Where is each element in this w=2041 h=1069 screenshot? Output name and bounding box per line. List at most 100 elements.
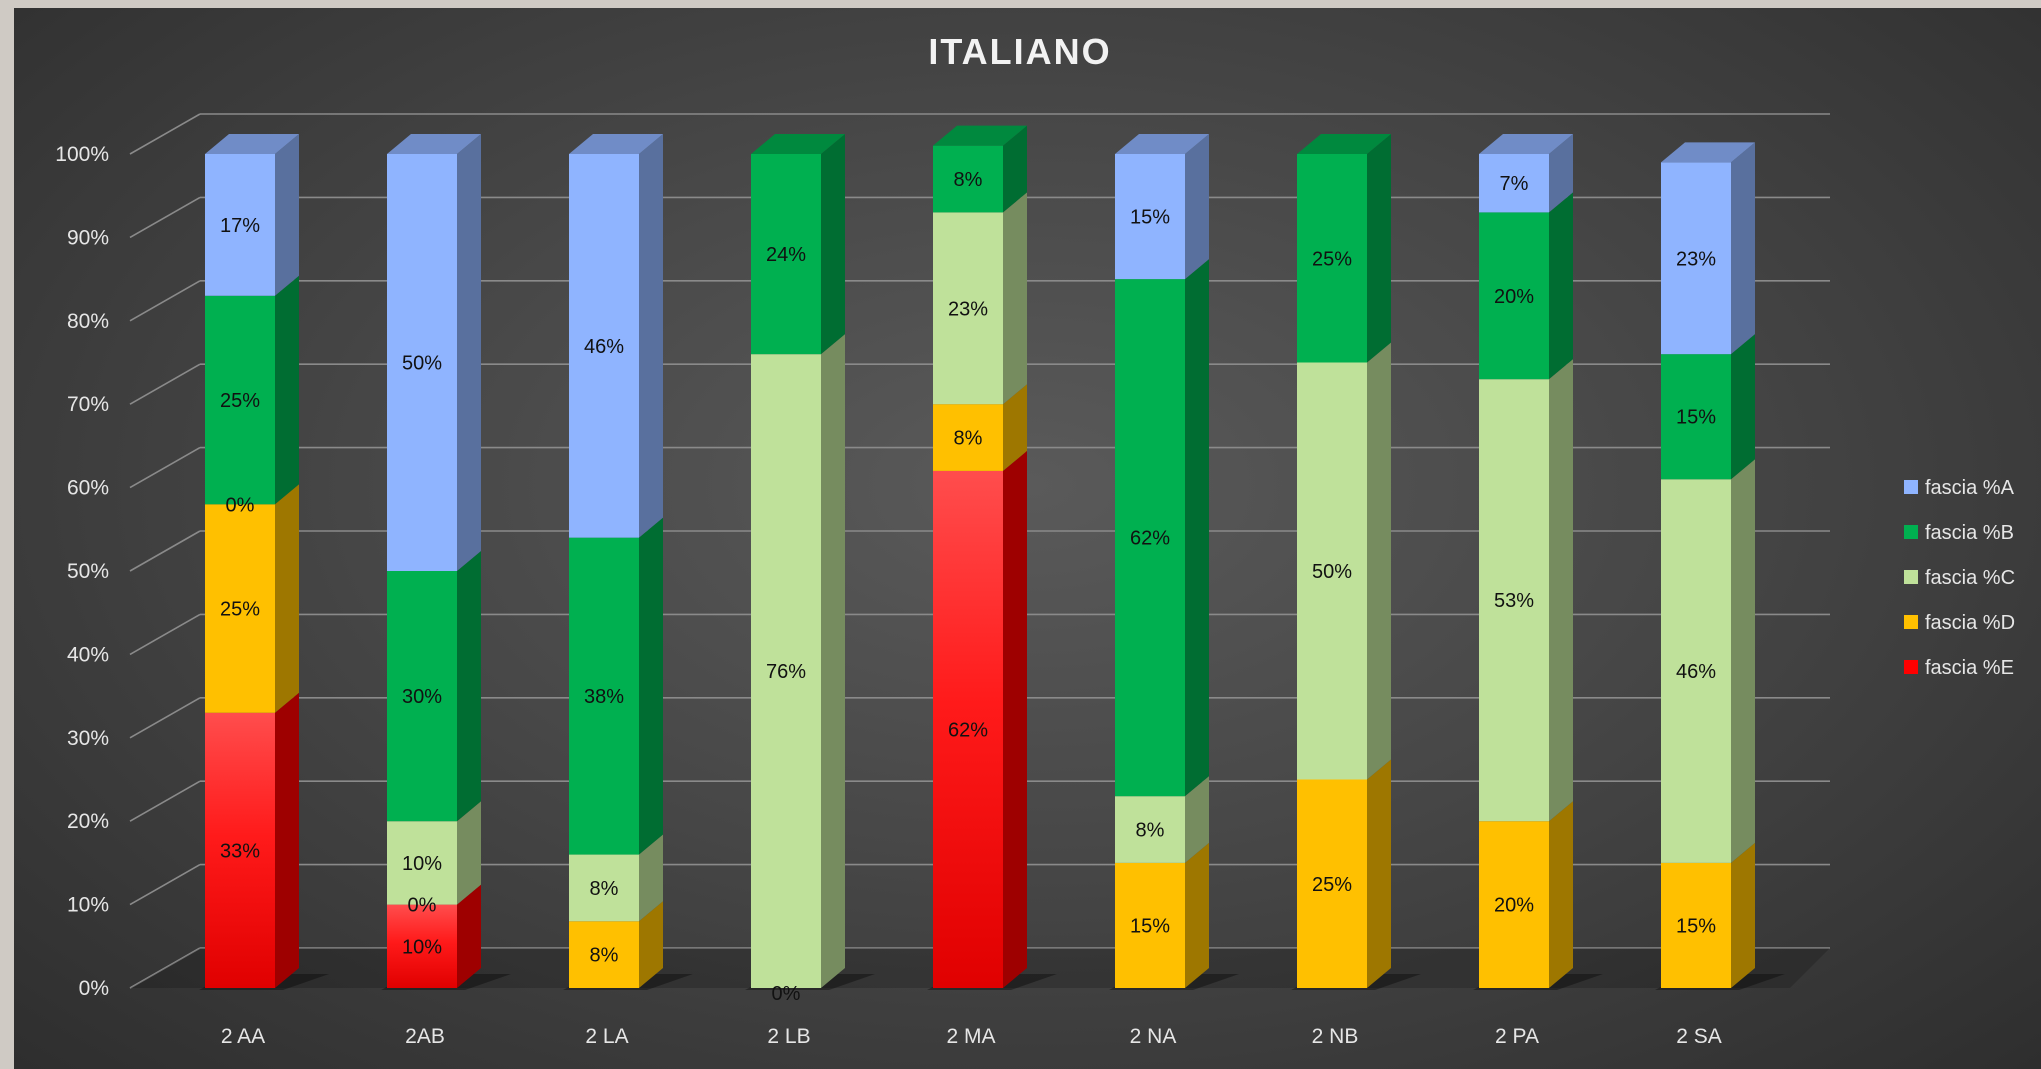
x-tick-label: 2 MA xyxy=(946,1025,995,1048)
bar-2-aa-fascia-b xyxy=(205,295,275,505)
bar-2-aa-fascia-a-side xyxy=(275,134,299,296)
bar-2-nb-fascia-b-top xyxy=(1297,134,1391,154)
data-label: 24% xyxy=(766,244,806,266)
bar-2-sa-fascia-a-top xyxy=(1661,142,1755,163)
data-label: 25% xyxy=(1312,248,1352,270)
bar-2-aa-fascia-e xyxy=(205,712,275,988)
x-tick-label: 2AB xyxy=(405,1025,445,1048)
legend-label: fascia %E xyxy=(1925,657,2014,679)
bar-2-pa-fascia-d xyxy=(1479,821,1549,988)
data-label: 25% xyxy=(1312,874,1352,896)
data-label: 30% xyxy=(402,686,442,708)
bar-2-ma-fascia-e-side xyxy=(1003,450,1027,988)
bar-2-sa-fascia-a xyxy=(1661,162,1731,355)
data-label: 15% xyxy=(1676,915,1716,937)
bar-2-na-fascia-c-side xyxy=(1185,776,1209,863)
bar-stack-2-pa xyxy=(1473,134,1603,990)
data-label: 25% xyxy=(220,390,260,412)
y-tick-label: 40% xyxy=(67,643,109,666)
legend-swatch xyxy=(1904,525,1918,539)
bar-2-pa-fascia-c-side xyxy=(1549,359,1573,822)
bar-2-ma-fascia-d xyxy=(933,404,1003,471)
data-label: 50% xyxy=(1312,561,1352,583)
bar-2-sa-fascia-c-side xyxy=(1731,459,1755,863)
bar-2ab-fascia-c xyxy=(387,821,457,905)
data-label: 8% xyxy=(590,945,619,967)
bar-2-nb-fascia-d-side xyxy=(1367,759,1391,988)
legend-swatch xyxy=(1904,480,1918,494)
data-label: 8% xyxy=(954,428,983,450)
data-label: 62% xyxy=(948,719,988,741)
bar-2-nb-fascia-d xyxy=(1297,779,1367,988)
data-label: 53% xyxy=(1494,590,1534,612)
data-label: 7% xyxy=(1500,173,1529,195)
bar-2-sa-fascia-d-side xyxy=(1731,842,1755,988)
bar-2-na-fascia-b-side xyxy=(1185,259,1209,797)
bar-2-lb-fascia-b-top xyxy=(751,134,845,154)
bar-2-aa-fascia-d xyxy=(205,504,275,713)
data-label: 20% xyxy=(1494,286,1534,308)
data-label: 46% xyxy=(584,336,624,358)
data-label: 10% xyxy=(402,936,442,958)
y-tick-label: 70% xyxy=(67,393,109,416)
bar-2-pa-fascia-b xyxy=(1479,212,1549,380)
data-label: 23% xyxy=(948,298,988,320)
x-tick-label: 2 NA xyxy=(1130,1025,1177,1048)
y-tick-label: 30% xyxy=(67,727,109,750)
bar-2-lb-fascia-c-side xyxy=(821,334,845,988)
bar-2-la-fascia-d xyxy=(569,921,639,988)
bar-2-pa-fascia-d-side xyxy=(1549,801,1573,988)
bar-2-la-fascia-c-side xyxy=(639,834,663,922)
data-label: 15% xyxy=(1676,407,1716,429)
bar-2-la-fascia-c xyxy=(569,854,639,922)
bar-2-nb-fascia-b-side xyxy=(1367,134,1391,363)
bar-2-sa-fascia-a-side xyxy=(1731,142,1755,355)
bar-stack-2-aa xyxy=(199,134,329,990)
data-label: 15% xyxy=(1130,207,1170,229)
bar-2-la-fascia-b-side xyxy=(639,517,663,855)
bar-2-na-fascia-a-top xyxy=(1115,134,1209,154)
bar-2ab-fascia-c-side xyxy=(457,801,481,905)
x-tick-label: 2 LB xyxy=(767,1025,810,1048)
y-tick-label: 80% xyxy=(67,310,109,333)
bar-2-sa-fascia-b-side xyxy=(1731,334,1755,480)
x-axis: 2 AA 2AB 2 LA 2 LB 2 MA 2 NA 2 NB 2 PA 2 SA xyxy=(221,1025,1722,1048)
bar-2-la-fascia-d-side xyxy=(639,901,663,988)
bar-2-la-fascia-a-top xyxy=(569,134,663,154)
legend: fascia %A fascia %B fascia %C fascia %D fasc… xyxy=(1904,477,2015,679)
data-label: 8% xyxy=(954,169,983,191)
x-tick-label: 2 SA xyxy=(1676,1025,1722,1048)
bar-stack-2-nb xyxy=(1291,134,1421,990)
bar-2-pa-fascia-a xyxy=(1479,154,1549,213)
data-label: 62% xyxy=(1130,528,1170,550)
legend-swatch xyxy=(1904,570,1918,584)
bar-stack-2-lb xyxy=(745,134,875,990)
bar-2-ma-fascia-d-side xyxy=(1003,384,1027,471)
bar-2-ma-fascia-c-side xyxy=(1003,192,1027,405)
legend-item-fascia-d: fascia %D xyxy=(1904,612,2015,634)
bar-2-na-fascia-b xyxy=(1115,279,1185,797)
data-label: 0% xyxy=(226,494,255,516)
data-label: 46% xyxy=(1676,661,1716,683)
x-tick-label: 2 AA xyxy=(221,1025,265,1048)
bar-stack-2-ma xyxy=(927,125,1057,990)
bar-2-la-fascia-a-side xyxy=(639,134,663,538)
gridline xyxy=(129,113,1830,155)
y-axis: 0% 10% 20% 30% 40% 50% 60% 70% 80% 90% 100% xyxy=(55,143,109,1000)
bar-2-sa-fascia-b xyxy=(1661,354,1731,480)
chart-svg: ITALIANO 0% 10% 20% 30% 40% 50% 60% 70% 80% 90% 10… xyxy=(55,31,2015,1048)
bar-stack-2-na xyxy=(1109,134,1239,990)
data-label: 10% xyxy=(402,853,442,875)
y-tick-label: 90% xyxy=(67,226,109,249)
bar-2-aa-fascia-a xyxy=(205,154,275,296)
y-tick-label: 50% xyxy=(67,560,109,583)
y-tick-label: 10% xyxy=(67,894,109,917)
x-tick-label: 2 NB xyxy=(1312,1025,1359,1048)
bar-2-pa-fascia-b-side xyxy=(1549,192,1573,380)
data-label: 20% xyxy=(1494,895,1534,917)
bar-2-na-fascia-d-side xyxy=(1185,842,1209,988)
bar-stack-2-la xyxy=(563,134,693,990)
data-label: 25% xyxy=(220,599,260,621)
legend-swatch xyxy=(1904,660,1918,674)
bar-2-ma-fascia-e xyxy=(933,470,1003,988)
